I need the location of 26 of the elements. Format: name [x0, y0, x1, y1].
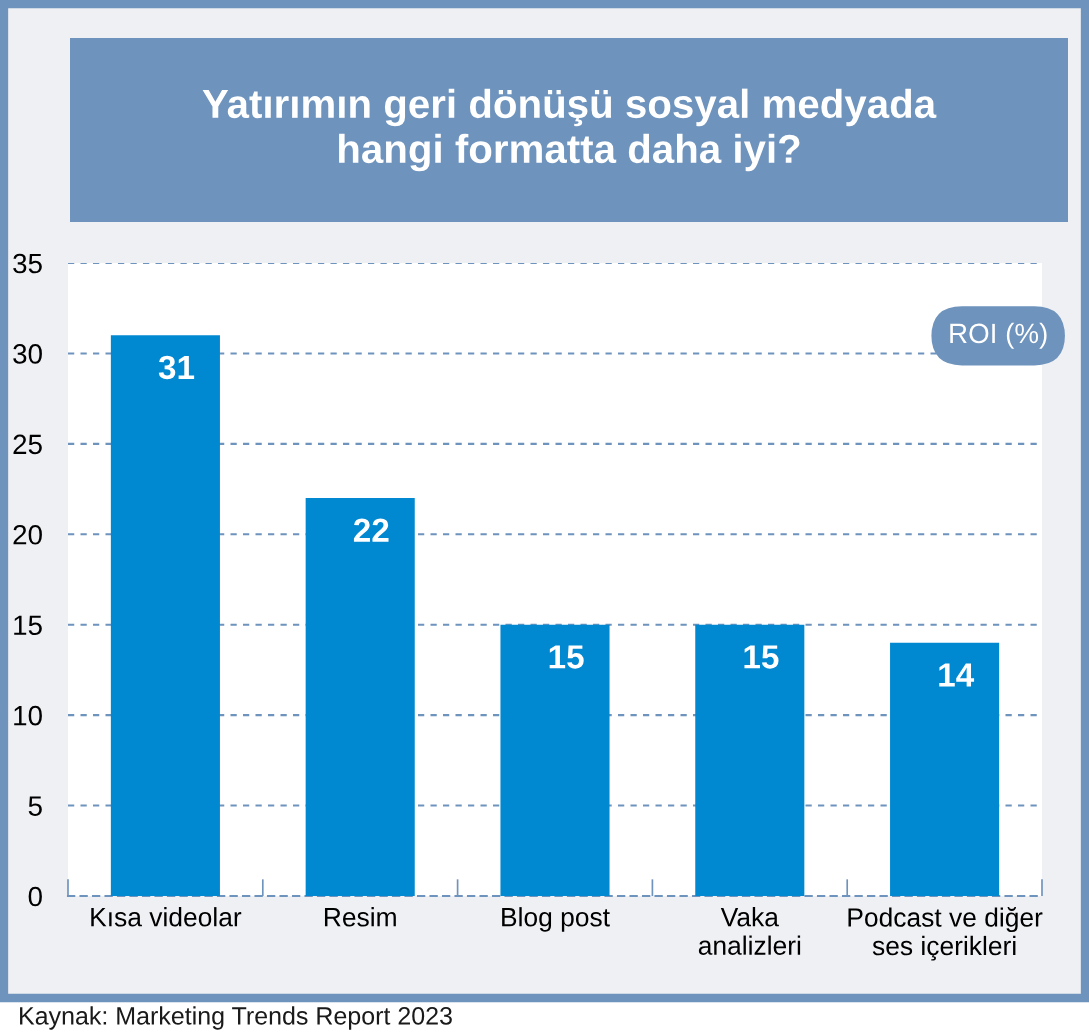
data-label: 15 — [744, 645, 779, 669]
x-tick-label: Kısa videolar — [91, 907, 242, 927]
y-tick-label: 30 — [13, 344, 42, 364]
data-label: 22 — [353, 518, 389, 542]
text: Kaynak: Marketing Trends Report 2023 — [20, 1006, 452, 1030]
data-label: 14 — [939, 663, 975, 687]
y-tick-label: 35 — [13, 253, 42, 274]
bar — [110, 335, 220, 896]
y-tick-label: 25 — [13, 434, 42, 455]
x-tick-label: Resim — [324, 907, 396, 927]
data-label: 31 — [158, 355, 195, 380]
bar — [695, 624, 805, 896]
y-tick-label: 15 — [14, 615, 42, 636]
y-tick-label: 20 — [13, 524, 42, 545]
data-label: 15 — [549, 645, 584, 669]
bar — [890, 642, 1000, 896]
y-tick-label: 10 — [14, 705, 42, 726]
x-tick-label: Blog post — [502, 907, 610, 932]
y-tick-label: 5 — [28, 796, 42, 816]
y-tick-label: 0 — [28, 886, 42, 907]
chart-title: Yatırımın geri dönüşü sosyal medyada hangi formatta daha iyi? — [202, 88, 937, 172]
x-tick-label: Podcast ve diğer ses içerikleri — [848, 907, 1043, 961]
bar — [305, 498, 415, 896]
bar — [500, 624, 610, 896]
x-tick-label: Vaka analizleri — [698, 907, 801, 955]
y-axis-title: ROI (%) — [950, 322, 1047, 349]
